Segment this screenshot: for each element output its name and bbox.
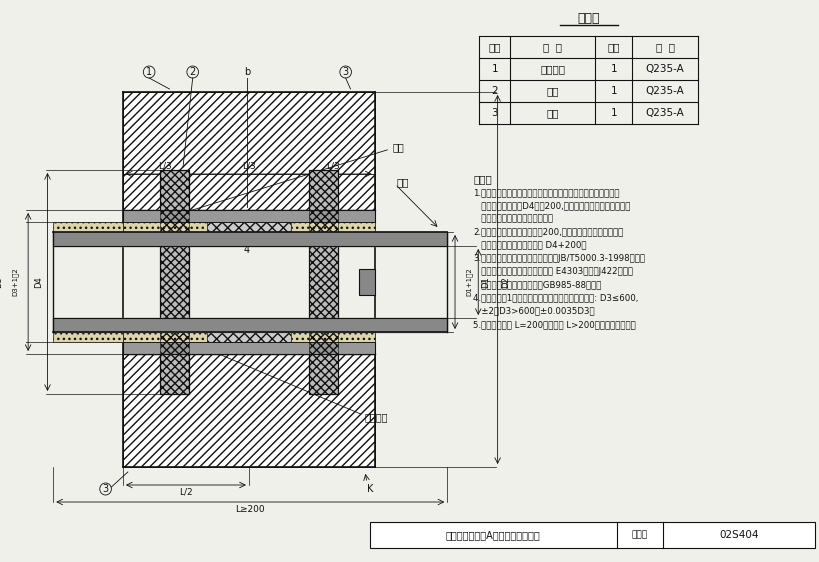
Bar <box>370 522 815 548</box>
Text: 内。套管内的填料应紧密捣实。: 内。套管内的填料应紧密捣实。 <box>473 214 554 224</box>
Text: K: K <box>367 484 373 494</box>
Text: D1: D1 <box>482 276 491 288</box>
Text: Q235-A: Q235-A <box>645 64 685 74</box>
Bar <box>291 332 374 342</box>
Bar <box>123 92 374 210</box>
Bar <box>53 332 123 342</box>
Text: 2.穿管处混凝土墙厚应不小于200,否则应使墙壁一边或两边加: 2.穿管处混凝土墙厚应不小于200,否则应使墙壁一边或两边加 <box>473 228 624 237</box>
Text: 1: 1 <box>491 64 498 74</box>
Text: 材  料: 材 料 <box>655 42 675 52</box>
Text: L/3: L/3 <box>326 161 340 170</box>
Text: 3.焊接结构尺寸公差与形位公差按照JB/T5000.3-1998执行。: 3.焊接结构尺寸公差与形位公差按照JB/T5000.3-1998执行。 <box>473 254 645 263</box>
Text: 厚。加厚部分的直径至少为 D4+200。: 厚。加厚部分的直径至少为 D4+200。 <box>473 241 587 250</box>
Text: L/2: L/2 <box>179 487 192 496</box>
Text: 2: 2 <box>491 86 498 96</box>
Text: 焊接采用手工电弧焊，焊条型号 E4303，牌号J422。焊缝: 焊接采用手工电弧焊，焊条型号 E4303，牌号J422。焊缝 <box>473 267 633 276</box>
Text: 名  称: 名 称 <box>543 42 563 52</box>
Text: b: b <box>244 67 250 77</box>
Bar <box>123 341 374 354</box>
Text: 钢制套管: 钢制套管 <box>541 64 565 74</box>
Text: L/3: L/3 <box>158 161 172 170</box>
Text: 圈应比翼环直径（D4）大200,而且必须将套管一次浇固于墙: 圈应比翼环直径（D4）大200,而且必须将套管一次浇固于墙 <box>473 201 631 210</box>
Text: 1: 1 <box>610 86 617 96</box>
Text: 序号: 序号 <box>488 42 501 52</box>
Text: 1: 1 <box>146 67 152 77</box>
Text: 1: 1 <box>610 108 617 118</box>
Text: 数量: 数量 <box>608 42 620 52</box>
Text: 2: 2 <box>189 67 196 77</box>
Text: 图集号: 图集号 <box>631 531 648 540</box>
Text: D3+1～2: D3+1～2 <box>12 268 19 296</box>
Bar <box>207 222 291 232</box>
Text: 3: 3 <box>491 108 498 118</box>
Text: 挡圈: 挡圈 <box>546 108 559 118</box>
Text: D1+1～2: D1+1～2 <box>465 268 472 296</box>
Text: 油麻: 油麻 <box>392 142 404 152</box>
Text: 坡口的基本形式与尺寸按照GB985-88执行。: 坡口的基本形式与尺寸按照GB985-88执行。 <box>473 280 602 289</box>
Bar <box>160 170 189 394</box>
Text: 翼环: 翼环 <box>546 86 559 96</box>
Text: D3: D3 <box>0 276 3 288</box>
Text: D2: D2 <box>501 276 510 288</box>
Text: 1: 1 <box>610 64 617 74</box>
Bar <box>123 332 207 342</box>
Bar <box>123 210 374 223</box>
Text: 4: 4 <box>244 245 250 255</box>
Bar <box>309 170 338 394</box>
Text: 钢管: 钢管 <box>397 177 410 187</box>
Text: 材料表: 材料表 <box>577 11 600 25</box>
Text: Q235-A: Q235-A <box>645 108 685 118</box>
Text: L/3: L/3 <box>242 161 256 170</box>
Text: 1.套管穿墙处如遇非混凝土墙壁时，应改用混凝土墙壁，其浇注: 1.套管穿墙处如遇非混凝土墙壁时，应改用混凝土墙壁，其浇注 <box>473 188 620 197</box>
Text: D4: D4 <box>34 276 43 288</box>
Bar <box>53 222 123 232</box>
Text: 石棉水泥: 石棉水泥 <box>365 412 388 422</box>
Text: Q235-A: Q235-A <box>645 86 685 96</box>
Bar <box>123 222 207 232</box>
Text: 刚性防水套管（A型）安装图（一）: 刚性防水套管（A型）安装图（一） <box>446 530 541 540</box>
Text: 3: 3 <box>342 67 349 77</box>
Bar <box>309 170 338 394</box>
Bar <box>360 269 374 295</box>
Text: L≥200: L≥200 <box>236 505 265 514</box>
Bar <box>160 170 189 394</box>
Text: 02S404: 02S404 <box>719 530 759 540</box>
Text: 说明：: 说明： <box>473 174 492 184</box>
Bar <box>291 222 374 232</box>
Bar <box>207 332 291 342</box>
Text: ±2，D3>600，±0.0035D3。: ±2，D3>600，±0.0035D3。 <box>473 307 595 316</box>
Text: 5.套管的重量以 L=200计算，当 L>200时，应另行计算。: 5.套管的重量以 L=200计算，当 L>200时，应另行计算。 <box>473 320 636 329</box>
Bar <box>123 354 374 467</box>
Text: 3: 3 <box>102 484 109 494</box>
Text: 4.当套管（件1）采用卷制成型时，周长允许偏差为: D3≤600,: 4.当套管（件1）采用卷制成型时，周长允许偏差为: D3≤600, <box>473 293 639 302</box>
